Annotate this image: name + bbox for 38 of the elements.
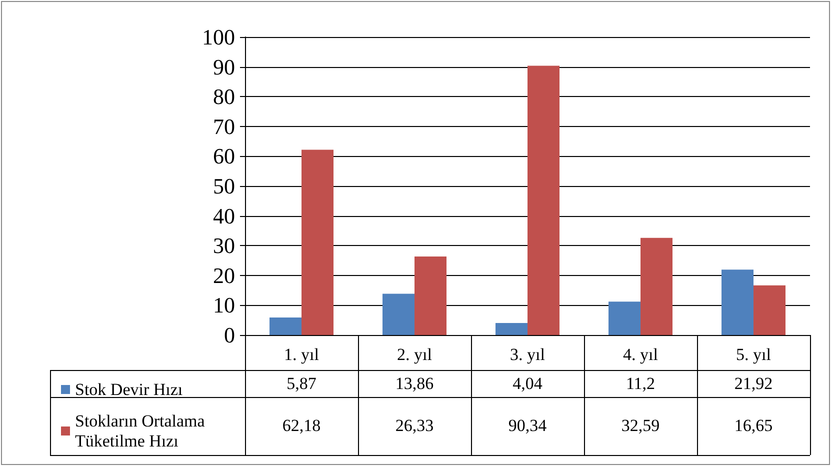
bar: [382, 294, 414, 335]
bar: [528, 66, 560, 335]
bar: [722, 270, 754, 335]
bar: [414, 256, 446, 335]
data-label: 62,18: [281, 415, 322, 437]
y-tick-label: 90: [213, 54, 235, 80]
y-tick-label: 20: [213, 262, 235, 288]
y-tick-label: 30: [213, 233, 235, 258]
x-tick-label: 3. yıl: [510, 345, 546, 364]
data-label: 32,59: [620, 415, 661, 437]
bar: [608, 302, 640, 335]
y-tick-label: 0: [224, 322, 235, 348]
x-tick-label: 1. yıl: [284, 345, 320, 364]
bar: [754, 285, 786, 335]
data-label: 13,86: [394, 372, 435, 394]
y-tick-label: 70: [213, 114, 235, 139]
bar: [302, 150, 334, 335]
legend-label: Stokların Ortalama Tüketilme Hızı: [75, 412, 210, 450]
data-label: 90,34: [507, 415, 548, 437]
data-label: 4,04: [512, 372, 544, 394]
y-tick-label: 10: [213, 292, 235, 318]
y-tick-label: 40: [213, 203, 235, 228]
x-tick-label: 4. yıl: [623, 345, 658, 364]
legend-label: Stok Devir Hızı: [75, 380, 183, 399]
data-label: 26,33: [394, 415, 435, 437]
data-label: 5,87: [286, 372, 318, 394]
bar: [496, 322, 528, 335]
data-label: 21,92: [733, 372, 774, 394]
x-tick-label: 2. yıl: [397, 345, 432, 364]
y-tick-label: 80: [213, 84, 235, 110]
bar: [270, 318, 302, 335]
data-label: 16,65: [733, 415, 774, 437]
y-tick-label: 60: [213, 144, 235, 169]
data-label: 11,2: [624, 372, 656, 394]
y-tick-label: 100: [202, 24, 235, 50]
x-tick-label: 5. yıl: [736, 345, 772, 364]
bar: [640, 238, 672, 335]
y-tick-label: 50: [213, 174, 235, 198]
